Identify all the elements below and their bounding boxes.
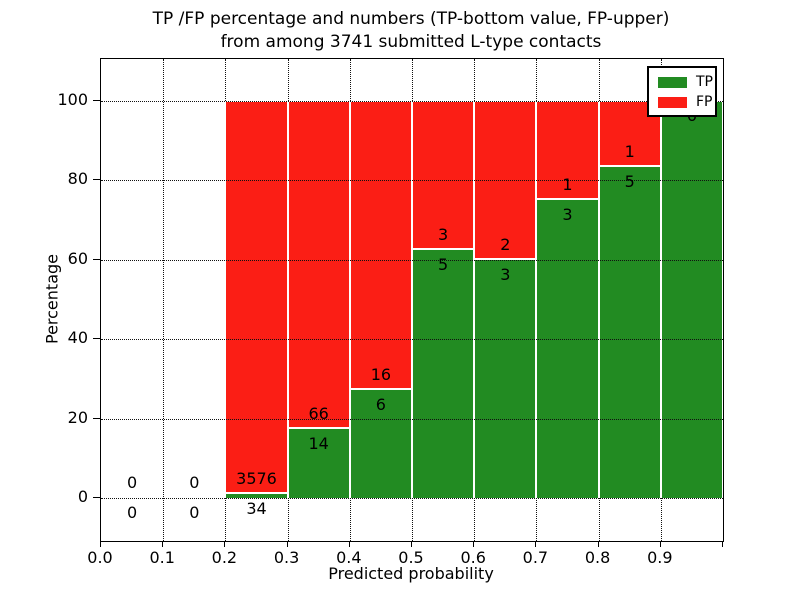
- x-axis-label: Predicted probability: [328, 564, 494, 583]
- x-tick-mark: [286, 541, 288, 547]
- x-tick-label: 0.7: [522, 548, 549, 567]
- fp-count-label: 0: [127, 473, 138, 492]
- grid-line-h: [101, 259, 723, 261]
- x-tick-mark: [535, 541, 537, 547]
- y-tick-mark: [93, 497, 100, 498]
- x-tick-label: 0.0: [87, 548, 113, 567]
- bar-fp-segment: [349, 101, 412, 390]
- grid-line-h: [101, 180, 723, 182]
- tp-count-label: 0: [127, 503, 138, 522]
- x-tick-label: 0.5: [398, 548, 424, 567]
- x-tick-label: 0.3: [273, 548, 300, 567]
- y-tick-label: 60: [67, 248, 88, 268]
- tp-swatch-icon: [658, 76, 687, 88]
- x-tick-label: 0.2: [211, 548, 238, 567]
- grid-line-h: [101, 101, 723, 102]
- y-tick-mark: [93, 100, 100, 101]
- bar-tp-segment: [412, 249, 475, 498]
- y-tick-label: 0: [77, 487, 88, 506]
- grid-line-v: [163, 59, 165, 541]
- x-tick-label: 0.4: [336, 548, 362, 567]
- fp-count-label: 0: [189, 473, 200, 492]
- bar-tp-segment: [349, 389, 412, 498]
- y-tick-label: 40: [67, 328, 88, 348]
- bar-fp-segment: [536, 101, 599, 201]
- bar-fp-segment: [225, 101, 288, 495]
- tp-count-label: 0: [189, 503, 200, 522]
- x-tick-mark: [162, 541, 164, 547]
- chart-title-line1: TP /FP percentage and numbers (TP-bottom…: [152, 9, 670, 29]
- chart-title-line2: from among 3741 submitted L-type contact…: [220, 32, 602, 52]
- x-tick-label: 0.9: [647, 548, 673, 567]
- y-tick-mark: [93, 179, 100, 181]
- y-tick-mark: [93, 258, 100, 260]
- plot-inner: 000035763466141663523131506: [101, 59, 723, 541]
- y-tick-label: 80: [67, 169, 88, 189]
- bar-tp-segment: [287, 428, 350, 498]
- y-tick-label: 20: [67, 407, 88, 427]
- legend-label-tp: TP: [696, 74, 713, 90]
- legend: TP FP: [647, 66, 717, 117]
- legend-item-fp: FP: [649, 92, 715, 112]
- bar-fp-segment: [412, 101, 475, 250]
- bar-fp-segment: [287, 101, 350, 429]
- x-tick-mark: [722, 541, 723, 547]
- x-tick-label: 0.8: [584, 548, 611, 567]
- plot-area: 000035763466141663523131506 TP FP: [100, 58, 724, 542]
- x-tick-mark: [473, 541, 475, 547]
- y-tick-mark: [93, 417, 100, 419]
- x-tick-mark: [597, 541, 599, 547]
- y-tick-mark: [93, 338, 100, 340]
- bar-tp-segment: [536, 200, 599, 498]
- x-tick-mark: [659, 541, 661, 547]
- grid-line-h: [101, 339, 723, 341]
- y-tick-label: 100: [57, 90, 88, 109]
- x-tick-mark: [348, 541, 350, 547]
- x-tick-label: 0.1: [149, 548, 175, 567]
- x-tick-mark: [100, 541, 101, 547]
- bar-tp-segment: [225, 494, 288, 498]
- bar-tp-segment: [474, 259, 537, 498]
- bar-tp-segment: [660, 101, 723, 498]
- bar-tp-segment: [598, 167, 661, 498]
- x-tick-mark: [224, 541, 226, 547]
- legend-item-tp: TP: [649, 72, 715, 92]
- fp-swatch-icon: [658, 96, 687, 108]
- grid-line-h: [101, 418, 723, 420]
- tp-count-label: 34: [246, 499, 267, 519]
- grid-line-h: [101, 498, 723, 499]
- legend-label-fp: FP: [696, 94, 713, 110]
- x-tick-label: 0.6: [460, 548, 486, 567]
- chart-title: TP /FP percentage and numbers (TP-bottom…: [153, 8, 670, 54]
- x-tick-mark: [411, 541, 412, 547]
